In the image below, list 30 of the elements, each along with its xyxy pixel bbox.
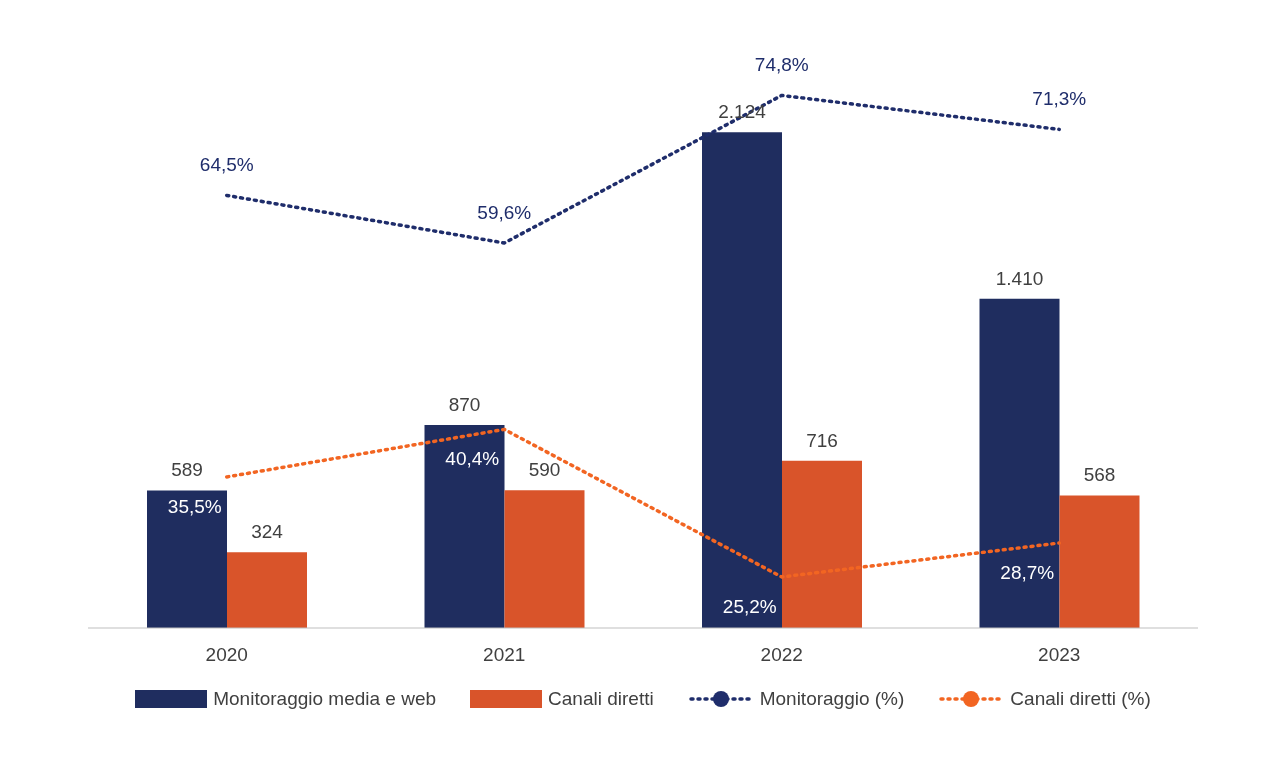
bar bbox=[782, 460, 862, 628]
legend-label: Monitoraggio (%) bbox=[759, 688, 905, 710]
data-label: 324 bbox=[251, 521, 284, 543]
x-tick-label: 2023 bbox=[1038, 644, 1081, 666]
data-label: 64,5% bbox=[199, 154, 254, 176]
data-label: 25,2% bbox=[722, 595, 777, 617]
legend-label: Monitoraggio media e web bbox=[213, 688, 437, 710]
x-tick-label: 2022 bbox=[760, 644, 803, 666]
data-label: 870 bbox=[448, 393, 481, 415]
data-label: 28,7% bbox=[1000, 561, 1055, 583]
bar bbox=[227, 552, 307, 628]
data-label: 1.410 bbox=[995, 267, 1044, 289]
data-label: 40,4% bbox=[445, 448, 500, 470]
bar bbox=[1059, 495, 1140, 628]
data-label: 716 bbox=[806, 429, 838, 451]
legend-label: Canali diretti (%) bbox=[1010, 688, 1151, 710]
bar bbox=[979, 298, 1060, 628]
legend-label: Canali diretti bbox=[548, 688, 654, 710]
bar bbox=[147, 490, 227, 628]
data-label: 71,3% bbox=[1032, 88, 1087, 110]
bar bbox=[424, 424, 505, 628]
data-label: 59,6% bbox=[477, 201, 532, 223]
x-tick-label: 2020 bbox=[205, 644, 248, 666]
data-label: 589 bbox=[171, 459, 203, 481]
data-label: 568 bbox=[1083, 464, 1116, 486]
x-tick-label: 2021 bbox=[483, 644, 526, 666]
bar bbox=[504, 490, 585, 628]
data-label: 74,8% bbox=[754, 54, 809, 76]
data-label: 590 bbox=[528, 459, 561, 481]
data-label: 35,5% bbox=[167, 495, 222, 517]
